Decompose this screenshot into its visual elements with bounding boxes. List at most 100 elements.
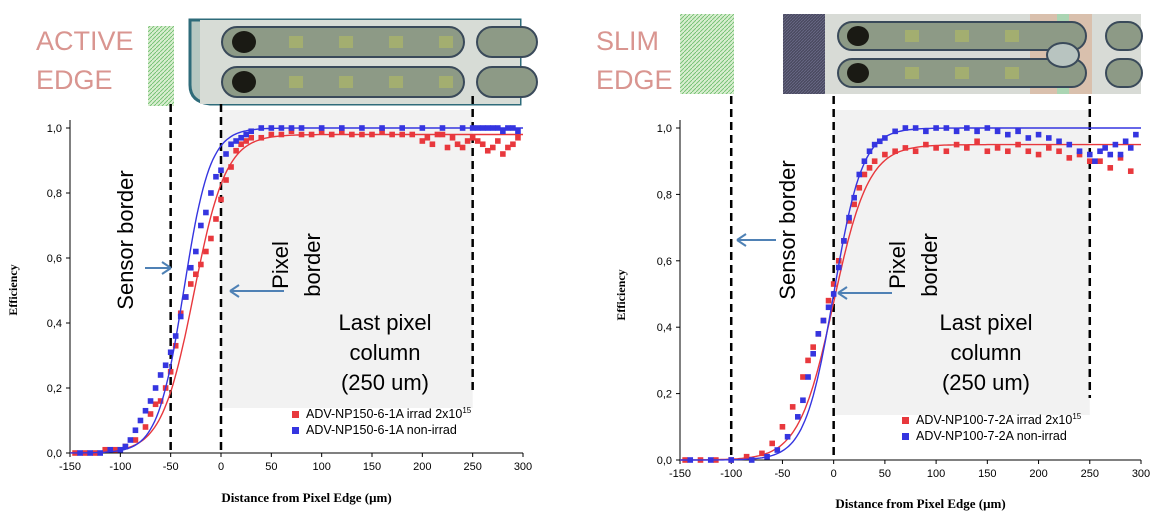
data-point xyxy=(479,141,486,148)
via xyxy=(289,76,303,88)
data-point xyxy=(278,125,285,131)
y-axis-label: Efficiency xyxy=(6,264,20,315)
x-tick-label: 50 xyxy=(265,461,277,473)
data-point xyxy=(728,457,735,463)
data-point xyxy=(1122,138,1129,145)
data-point xyxy=(198,222,204,229)
data-point xyxy=(112,446,119,453)
x-tick-label: 200 xyxy=(1029,468,1047,480)
data-point xyxy=(861,158,868,164)
data-point xyxy=(851,201,857,208)
data-point xyxy=(298,125,305,131)
data-point xyxy=(805,374,811,380)
pixel-border-line: Pixel xyxy=(268,241,293,289)
data-point xyxy=(1076,151,1083,158)
bump-pad xyxy=(1046,42,1080,68)
x-tick-label: 50 xyxy=(879,468,891,480)
data-point xyxy=(500,128,506,135)
legend-label: ADV-NP150-6-1A non-irrad xyxy=(306,423,457,437)
y-tick-label: 0,4 xyxy=(657,322,672,334)
data-point xyxy=(147,398,154,404)
data-point xyxy=(933,145,939,151)
legend-label: ADV-NP150-6-1A irrad 2x1015 xyxy=(306,406,472,421)
data-point xyxy=(800,374,806,380)
data-point xyxy=(167,368,174,375)
data-point xyxy=(97,450,103,456)
data-point xyxy=(825,304,832,311)
data-point xyxy=(953,128,960,135)
legend-label: ADV-NP100-7-2A irrad 2x1015 xyxy=(916,412,1082,427)
x-tick-label: 250 xyxy=(1081,468,1099,480)
pixel-implant xyxy=(476,66,538,98)
x-tick-label: 0 xyxy=(831,468,837,480)
data-point xyxy=(182,294,189,300)
panel-title: EDGE xyxy=(36,65,113,95)
data-point xyxy=(1035,151,1042,158)
via xyxy=(439,36,453,48)
data-point xyxy=(515,134,521,141)
data-point xyxy=(825,297,832,304)
data-point xyxy=(223,177,229,183)
last-pixel-label: Last pixel xyxy=(940,310,1033,335)
arrow-head xyxy=(229,284,240,298)
data-point xyxy=(454,141,461,148)
data-point xyxy=(1117,155,1124,161)
data-point xyxy=(1097,148,1103,155)
legend-swatch xyxy=(902,433,909,440)
arrow-head xyxy=(837,286,848,300)
data-point xyxy=(876,138,883,145)
data-point xyxy=(815,331,822,337)
x-tick-label: 200 xyxy=(413,461,431,473)
data-point xyxy=(349,131,355,138)
data-point xyxy=(974,128,980,135)
via xyxy=(955,67,969,79)
data-point xyxy=(142,424,149,430)
x-axis-label: Distance from Pixel Edge (μm) xyxy=(835,496,1005,511)
data-point xyxy=(142,407,149,414)
data-point xyxy=(318,125,325,131)
data-point xyxy=(912,148,919,155)
data-point xyxy=(172,342,179,349)
legend-swatch xyxy=(902,417,909,424)
data-point xyxy=(218,167,224,174)
data-point xyxy=(223,151,229,157)
data-point xyxy=(233,147,239,154)
data-point xyxy=(132,427,139,434)
legend-label: ADV-NP100-7-2A non-irrad xyxy=(916,429,1067,443)
data-point xyxy=(784,433,791,440)
y-tick-label: 0,0 xyxy=(657,455,672,467)
data-point xyxy=(268,131,275,138)
via xyxy=(339,36,353,48)
data-point xyxy=(429,141,436,148)
data-point xyxy=(795,414,801,420)
data-point xyxy=(172,333,179,339)
data-point xyxy=(399,125,405,131)
data-point xyxy=(379,128,385,135)
data-point xyxy=(278,131,285,138)
last-pixel-label: (250 um) xyxy=(942,370,1030,395)
data-point xyxy=(419,125,426,131)
data-point xyxy=(248,134,254,141)
data-point xyxy=(484,147,491,154)
data-point xyxy=(162,362,169,369)
data-point xyxy=(789,404,796,410)
via xyxy=(1005,30,1019,42)
x-tick-label: 300 xyxy=(1132,468,1150,480)
data-point xyxy=(243,131,249,138)
sensor-border-label: Sensor border xyxy=(775,160,800,299)
data-point xyxy=(233,138,239,144)
data-point xyxy=(830,281,837,287)
data-point xyxy=(892,128,898,135)
data-point xyxy=(495,138,501,144)
data-point xyxy=(871,141,878,148)
data-point xyxy=(882,135,888,141)
data-point xyxy=(866,148,873,155)
x-tick-label: 250 xyxy=(463,461,481,473)
legend-superscript: 15 xyxy=(1072,412,1081,421)
data-point xyxy=(1015,128,1021,135)
data-point xyxy=(107,446,114,453)
data-point xyxy=(1117,151,1124,158)
data-point xyxy=(409,131,416,138)
x-tick-label: -100 xyxy=(720,468,742,480)
data-point xyxy=(268,125,275,131)
